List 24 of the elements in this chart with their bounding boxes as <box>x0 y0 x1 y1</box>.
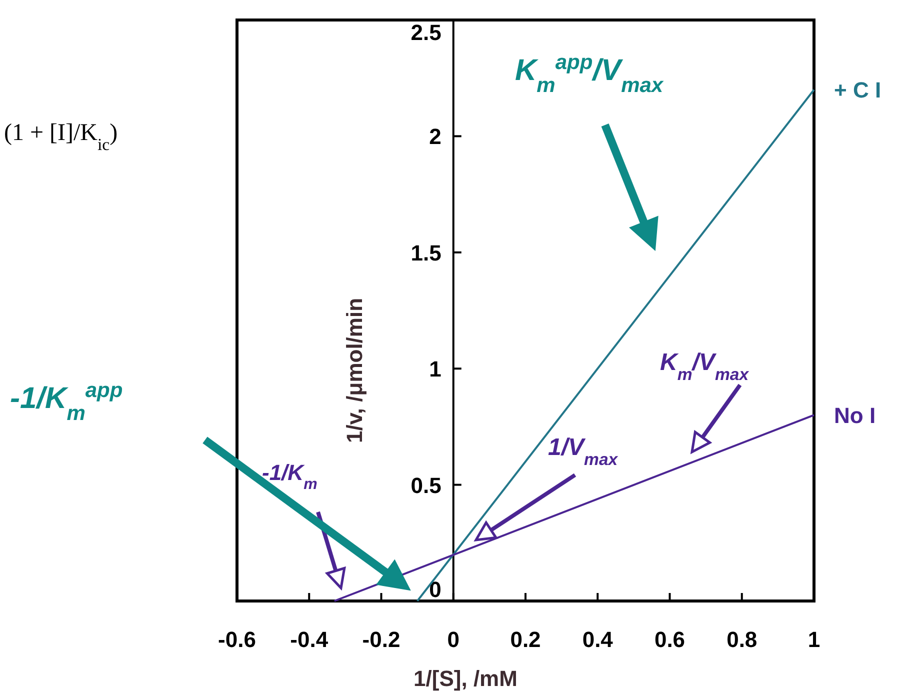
annotation: K$_{m}$$^{app}$/V$_{max}$ <box>515 50 664 96</box>
y-tick-label: 0.5 <box>410 472 442 498</box>
x-tick-label: 0.2 <box>510 627 541 652</box>
y-axis-title: 1/v, /μmol/min <box>342 298 367 444</box>
x-tick-label: 0.6 <box>654 627 686 652</box>
x-axis-title: 1/[S], /mM <box>414 666 518 691</box>
x-tick-label: -0.4 <box>290 627 329 652</box>
x-tick-label: -0.2 <box>362 627 400 652</box>
x-tick-label: 0.4 <box>582 627 614 652</box>
annotation: K$_{m}$/V$_{max}$ <box>660 349 750 384</box>
x-tick-label: -0.6 <box>218 627 256 652</box>
y-tick-label: 1.5 <box>410 240 442 266</box>
series-label: + C I <box>834 78 882 103</box>
y-tick-label: 0 <box>429 577 442 602</box>
x-tick-label: 0.8 <box>726 627 758 652</box>
x-tick-label: 1 <box>808 627 820 652</box>
annotation: 1/V$_{max}$ <box>548 434 618 468</box>
y-tick-label: 2 <box>429 124 442 150</box>
annotation: -1/K$_{m}$ <box>262 460 318 492</box>
series-label: No I <box>834 403 876 428</box>
x-tick-label: 0 <box>447 627 460 652</box>
y-tick-label: 1 <box>429 356 442 382</box>
y-tick-label: 2.5 <box>410 20 442 45</box>
text: (1 + [I]/K$_{ic}$) <box>4 120 118 154</box>
